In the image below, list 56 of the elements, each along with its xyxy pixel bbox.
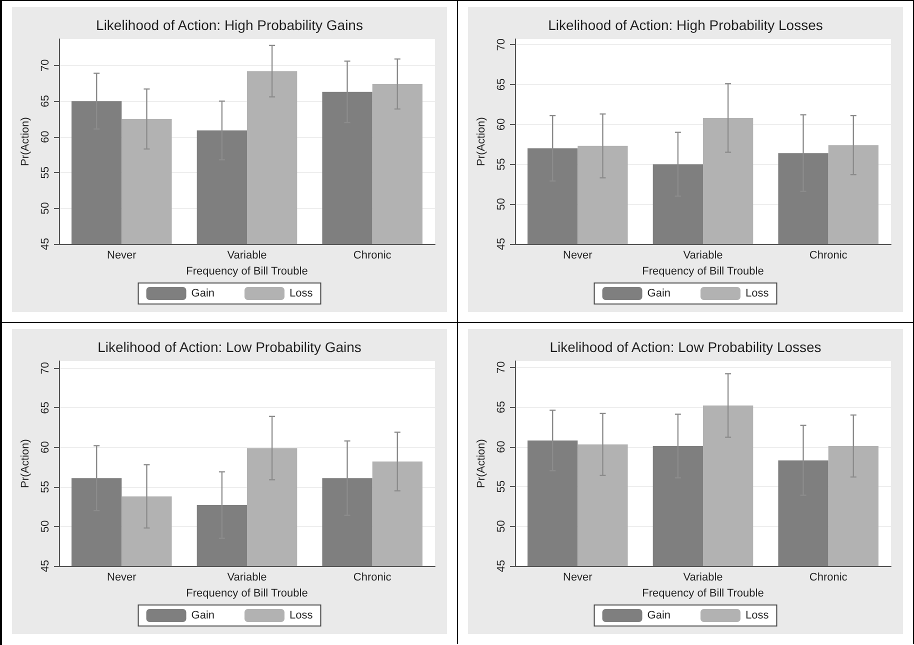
legend-label: Loss xyxy=(290,288,314,300)
chart-title: Likelihood of Action: High Probability Losses xyxy=(548,17,823,33)
legend-label: Loss xyxy=(746,288,770,300)
y-tick-label: 45 xyxy=(40,560,52,572)
chart-title: Likelihood of Action: Low Probability Losses xyxy=(550,339,822,355)
legend-label: Gain xyxy=(191,288,215,300)
x-tick-label: Never xyxy=(106,250,137,262)
y-tick-label: 50 xyxy=(40,520,52,533)
y-tick-label: 45 xyxy=(40,238,52,250)
y-axis-title: Pr(Action) xyxy=(476,439,488,488)
y-tick-label: 60 xyxy=(40,441,52,454)
chart-title: Likelihood of Action: High Probability Gains xyxy=(96,17,363,33)
y-tick-label: 45 xyxy=(496,238,508,250)
x-axis-title: Frequency of Bill Trouble xyxy=(186,266,308,278)
x-axis-title: Frequency of Bill Trouble xyxy=(642,266,764,278)
x-axis-title: Frequency of Bill Trouble xyxy=(642,588,764,600)
y-tick-label: 70 xyxy=(40,362,52,374)
x-tick-label: Variable xyxy=(227,572,267,584)
legend-label: Loss xyxy=(746,610,770,622)
y-tick-label: 55 xyxy=(40,480,52,493)
y-tick-label: 65 xyxy=(496,78,508,91)
y-tick-label: 60 xyxy=(496,118,508,130)
y-tick-label: 70 xyxy=(496,361,508,374)
x-tick-label: Variable xyxy=(683,250,723,262)
y-tick-label: 60 xyxy=(40,130,52,143)
x-tick-label: Chronic xyxy=(353,572,392,584)
y-tick-label: 65 xyxy=(40,402,52,414)
y-axis-title: Pr(Action) xyxy=(20,439,32,488)
y-tick-label: 50 xyxy=(40,202,52,214)
legend-label: Gain xyxy=(647,610,671,622)
y-tick-label: 70 xyxy=(496,38,508,51)
x-tick-label: Never xyxy=(562,250,593,262)
chart-title: Likelihood of Action: Low Probability Gains xyxy=(98,339,362,355)
y-tick-label: 45 xyxy=(496,560,508,572)
x-tick-label: Variable xyxy=(683,572,723,584)
legend-label: Gain xyxy=(191,610,215,622)
y-tick-label: 70 xyxy=(40,59,52,72)
y-tick-label: 55 xyxy=(40,166,52,179)
y-tick-label: 65 xyxy=(496,400,508,414)
y-tick-label: 55 xyxy=(496,480,508,493)
y-axis-title: Pr(Action) xyxy=(20,117,32,166)
x-tick-label: Chronic xyxy=(353,250,392,262)
y-tick-label: 65 xyxy=(40,95,52,108)
x-tick-label: Never xyxy=(106,572,137,584)
legend-label: Loss xyxy=(290,610,314,622)
y-tick-label: 50 xyxy=(496,198,508,210)
y-tick-label: 55 xyxy=(496,158,508,170)
y-tick-label: 60 xyxy=(496,440,508,453)
legend-label: Gain xyxy=(647,288,671,300)
x-tick-label: Never xyxy=(562,572,593,584)
x-tick-label: Variable xyxy=(227,250,267,262)
y-tick-label: 50 xyxy=(496,520,508,532)
x-tick-label: Chronic xyxy=(809,572,848,584)
x-tick-label: Chronic xyxy=(809,250,848,262)
y-axis-title: Pr(Action) xyxy=(476,117,488,166)
x-axis-title: Frequency of Bill Trouble xyxy=(186,588,308,600)
